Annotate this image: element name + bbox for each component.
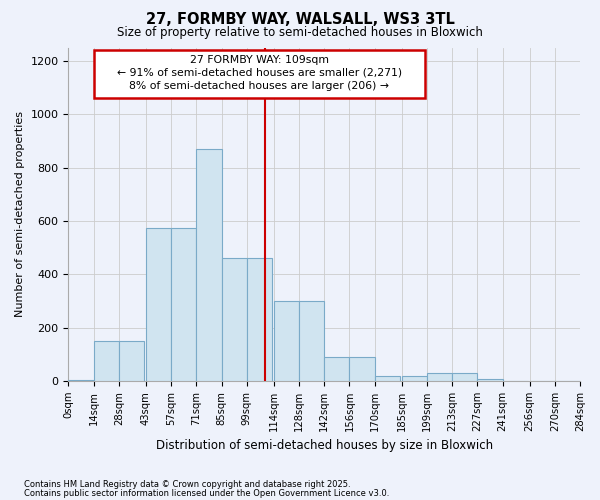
Bar [478, 379, 503, 381]
Y-axis label: Number of semi-detached properties: Number of semi-detached properties [15, 112, 25, 318]
Bar [349, 357, 374, 381]
Text: 8% of semi-detached houses are larger (206) →: 8% of semi-detached houses are larger (2… [130, 81, 389, 91]
Bar [94, 341, 119, 381]
Bar [68, 380, 94, 381]
Bar [299, 301, 324, 381]
Bar [247, 258, 272, 381]
Bar [374, 376, 400, 381]
Text: ← 91% of semi-detached houses are smaller (2,271): ← 91% of semi-detached houses are smalle… [117, 68, 402, 78]
Bar [196, 149, 221, 381]
Text: 27, FORMBY WAY, WALSALL, WS3 3TL: 27, FORMBY WAY, WALSALL, WS3 3TL [146, 12, 454, 28]
Bar [221, 258, 247, 381]
Bar [452, 373, 478, 381]
Bar [146, 228, 171, 381]
Text: Size of property relative to semi-detached houses in Bloxwich: Size of property relative to semi-detach… [117, 26, 483, 39]
Bar [119, 341, 144, 381]
Bar [427, 373, 452, 381]
Bar [324, 357, 349, 381]
Bar [401, 376, 427, 381]
X-axis label: Distribution of semi-detached houses by size in Bloxwich: Distribution of semi-detached houses by … [155, 440, 493, 452]
Text: 27 FORMBY WAY: 109sqm: 27 FORMBY WAY: 109sqm [190, 55, 329, 65]
Bar [171, 228, 196, 381]
Bar [94, 50, 425, 98]
Text: Contains HM Land Registry data © Crown copyright and database right 2025.: Contains HM Land Registry data © Crown c… [24, 480, 350, 489]
Text: Contains public sector information licensed under the Open Government Licence v3: Contains public sector information licen… [24, 490, 389, 498]
Bar [274, 301, 299, 381]
